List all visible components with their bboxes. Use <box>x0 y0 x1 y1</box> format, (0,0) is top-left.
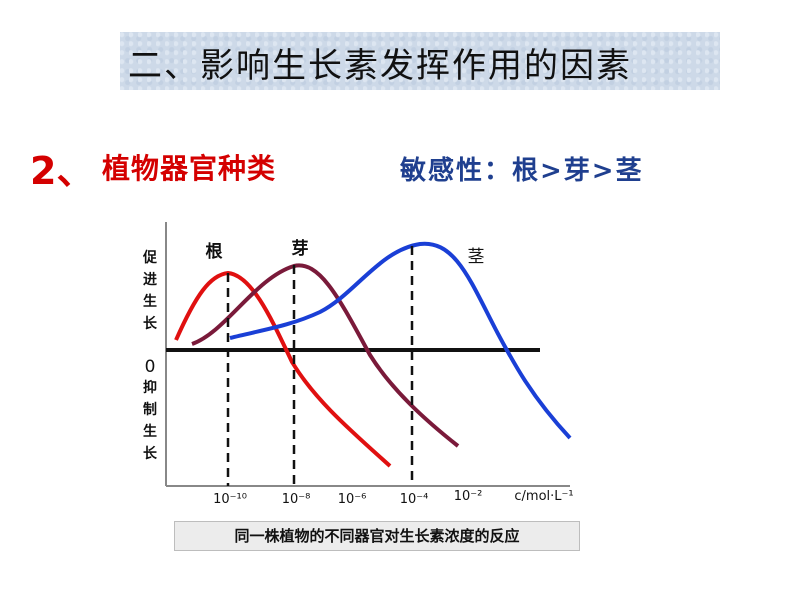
x-tick-1e-8: 10⁻⁸ <box>282 492 311 507</box>
figure-caption: 同一株植物的不同器官对生长素浓度的反应 <box>174 521 580 551</box>
x-tick-1e-4: 10⁻⁴ <box>400 492 429 507</box>
y-label-inhibit: 抑制生长 <box>143 379 158 462</box>
y-label-zero: 0 <box>145 357 156 377</box>
bud-curve <box>191 263 460 448</box>
page-title: 二、影响生长素发挥作用的因素 <box>128 46 632 86</box>
x-tick-1e-10: 10⁻¹⁰ <box>213 492 247 507</box>
root-curve <box>174 270 392 468</box>
stem-label: 茎 <box>468 247 485 267</box>
sensitivity-statement: 敏感性：根>芽>茎 <box>400 156 644 186</box>
x-tick-1e-2: 10⁻² <box>454 489 483 504</box>
x-axis-unit: c/mol·L⁻¹ <box>514 489 573 504</box>
section-heading: 植物器官种类 <box>102 152 277 185</box>
root-label: 根 <box>206 241 223 262</box>
y-label-promote: 促进生长 <box>142 249 158 332</box>
section-number: 2、 <box>30 149 95 193</box>
bud-label: 芽 <box>292 238 309 259</box>
stem-curve <box>229 241 572 440</box>
title-banner <box>120 32 720 90</box>
x-tick-1e-6: 10⁻⁶ <box>338 492 367 507</box>
